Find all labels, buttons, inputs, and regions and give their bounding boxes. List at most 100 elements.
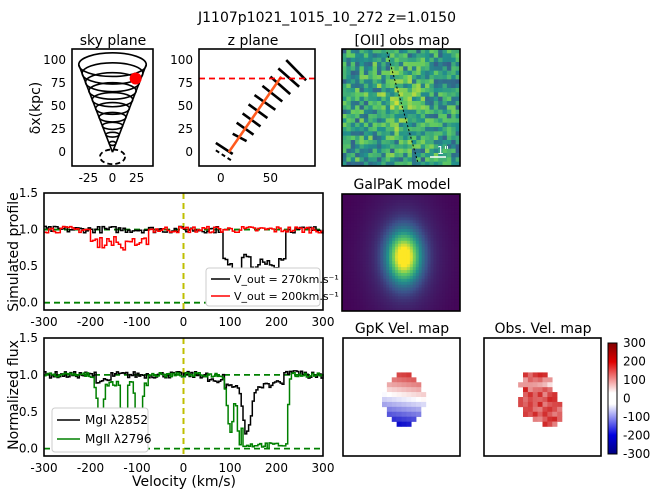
- galpak-pixel: [401, 290, 405, 294]
- galpak-pixel: [398, 258, 402, 262]
- galpak-pixel: [457, 281, 461, 286]
- oii-pixel: [390, 153, 395, 158]
- oii-pixel: [438, 88, 443, 93]
- galpak-pixel: [406, 293, 411, 297]
- oii-pixel: [381, 83, 387, 89]
- galpak-pixel: [344, 252, 349, 256]
- oii-pixel: [420, 109, 426, 115]
- ytick-label: 0.5: [19, 259, 38, 273]
- oii-pixel: [455, 122, 461, 128]
- oii-pixel: [425, 83, 430, 89]
- galpak-pixel: [427, 234, 431, 239]
- galpak-pixel: [353, 246, 358, 250]
- galpak-pixel: [344, 308, 349, 312]
- oii-pixel: [416, 75, 422, 80]
- galpak-pixel: [374, 296, 378, 300]
- disk-segment: [253, 94, 277, 111]
- galpak-pixel: [342, 223, 346, 227]
- galpak-pixel: [415, 232, 420, 236]
- galpak-pixel: [424, 196, 428, 201]
- galpak-pixel: [448, 205, 452, 210]
- obs-pixel: [537, 401, 543, 408]
- galpak-pixel: [342, 229, 346, 233]
- galpak-pixel: [392, 223, 396, 227]
- galpak-pixel: [403, 234, 408, 239]
- oii-pixel: [376, 96, 382, 102]
- galpak-pixel: [380, 275, 384, 280]
- oii-pixel: [363, 122, 369, 128]
- oii-pixel: [355, 105, 360, 111]
- oii-pixel: [385, 161, 391, 167]
- galpak-pixel: [347, 302, 352, 306]
- galpak-pixel: [403, 196, 408, 201]
- galpak-pixel: [430, 284, 434, 288]
- galpak-pixel: [409, 264, 414, 268]
- galpak-pixel: [359, 252, 364, 256]
- galpak-pixel: [362, 302, 366, 306]
- oii-pixel: [407, 157, 413, 163]
- galpak-pixel: [386, 270, 390, 274]
- oii-pixel: [403, 122, 408, 128]
- gpk-pixel: [416, 392, 422, 398]
- galpak-pixel: [409, 308, 414, 312]
- oii-pixel: [420, 88, 426, 93]
- galpak-pixel: [365, 293, 369, 297]
- obs-pixel: [537, 416, 543, 422]
- gpk-pixel: [406, 421, 412, 427]
- galpak-pixel: [412, 249, 417, 253]
- galpak-pixel: [342, 249, 346, 253]
- gpk-pixel: [391, 401, 397, 408]
- oii-pixel: [359, 122, 365, 128]
- oii-pixel: [342, 135, 347, 141]
- galpak-model-pixels: [342, 194, 461, 312]
- galpak-pixel: [421, 296, 425, 300]
- oii-pixel: [394, 101, 400, 106]
- oii-pixel: [381, 114, 387, 119]
- colorbar-tick-label: 100: [623, 373, 646, 387]
- galpak-pixel: [433, 223, 437, 227]
- galpak-pixel: [403, 223, 408, 227]
- galpak-pixel: [433, 299, 437, 303]
- galpak-pixel: [415, 267, 420, 271]
- galpak-pixel: [445, 308, 449, 312]
- galpak-pixel: [412, 281, 417, 286]
- galpak-pixel: [344, 208, 349, 212]
- galpak-pixel: [448, 234, 452, 239]
- gpk-pixel: [401, 421, 407, 427]
- galpak-pixel: [389, 261, 393, 265]
- galpak-pixel: [427, 258, 431, 262]
- gpk-pixel: [411, 401, 417, 408]
- oii-pixel: [451, 70, 457, 76]
- galpak-pixel: [377, 229, 381, 233]
- galpak-pixel: [350, 232, 355, 236]
- galpak-pixel: [412, 214, 417, 218]
- galpak-pixel: [377, 199, 381, 204]
- galpak-pixel: [424, 208, 428, 212]
- obs-pixel: [527, 382, 534, 388]
- oii-pixel: [425, 140, 430, 145]
- oii-pixel: [446, 127, 452, 132]
- oii-pixel: [398, 114, 404, 119]
- oii-pixel: [355, 92, 360, 98]
- galpak-pixel: [353, 220, 358, 224]
- oii-pixel: [368, 75, 373, 80]
- galpak-pixel: [430, 217, 434, 221]
- oii-pixel: [372, 57, 378, 63]
- oii-pixel: [381, 140, 387, 145]
- galpak-pixel: [424, 302, 428, 306]
- oii-pixel: [359, 153, 365, 158]
- gpk-pixel: [416, 382, 422, 388]
- galpak-pixel: [436, 214, 440, 218]
- galpak-pixel: [436, 211, 440, 215]
- galpak-pixel: [356, 226, 361, 230]
- galpak-pixel: [430, 232, 434, 236]
- galpak-pixel: [371, 261, 375, 265]
- oii-pixel: [438, 118, 443, 124]
- oii-map-pixels: [342, 49, 461, 167]
- galpak-pixel: [430, 267, 434, 271]
- galpak-pixel: [406, 211, 411, 215]
- galpak-pixel: [433, 278, 437, 283]
- oii-pixel: [355, 153, 360, 158]
- galpak-pixel: [401, 229, 405, 233]
